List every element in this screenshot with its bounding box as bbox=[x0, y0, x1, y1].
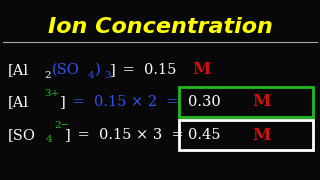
Text: ): ) bbox=[95, 63, 101, 77]
Text: [SO: [SO bbox=[8, 128, 36, 142]
Text: ]: ] bbox=[110, 63, 116, 77]
Text: =  0.15 × 2  =: = 0.15 × 2 = bbox=[68, 95, 179, 109]
Text: [Al: [Al bbox=[8, 95, 29, 109]
Text: 3+: 3+ bbox=[44, 89, 60, 98]
Text: 2: 2 bbox=[44, 71, 51, 80]
Text: Ion Concentration: Ion Concentration bbox=[48, 17, 272, 37]
Text: ]: ] bbox=[65, 128, 71, 142]
Text: =  0.15 × 3  =: = 0.15 × 3 = bbox=[73, 128, 184, 142]
Text: M: M bbox=[252, 93, 270, 111]
Text: 0.30: 0.30 bbox=[188, 95, 221, 109]
Text: (SO: (SO bbox=[52, 63, 80, 77]
Text: ]: ] bbox=[60, 95, 66, 109]
FancyBboxPatch shape bbox=[179, 87, 313, 117]
Text: [Al: [Al bbox=[8, 63, 29, 77]
Text: 3: 3 bbox=[104, 71, 111, 80]
Text: 4: 4 bbox=[88, 71, 95, 80]
Text: M: M bbox=[252, 127, 270, 143]
Text: 0.45: 0.45 bbox=[188, 128, 220, 142]
Text: M: M bbox=[192, 62, 210, 78]
FancyBboxPatch shape bbox=[179, 120, 313, 150]
Text: =  0.15: = 0.15 bbox=[118, 63, 176, 77]
Text: 4: 4 bbox=[46, 136, 52, 145]
Text: 2−: 2− bbox=[54, 122, 69, 130]
